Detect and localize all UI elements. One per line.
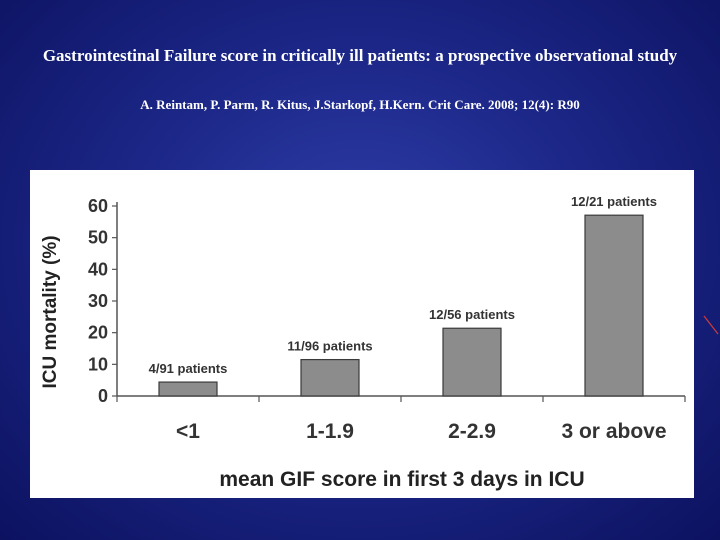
data-label: 12/56 patients (429, 307, 515, 322)
bar (584, 214, 644, 397)
slide-title: Gastrointestinal Failure score in critic… (42, 46, 678, 65)
y-tick-label: 40 (88, 259, 108, 279)
x-axis-label: mean GIF score in first 3 days in ICU (219, 468, 584, 491)
x-tick-labels: <1 1-1.9 2-2.9 3 or above (176, 420, 667, 443)
x-tick-label: 2-2.9 (448, 420, 496, 443)
bar (442, 327, 502, 397)
y-tick-label: 30 (88, 291, 108, 311)
data-labels: 4/91 patients 11/96 patients 12/56 patient… (149, 194, 657, 376)
y-axis-label: ICU mortality (%) (40, 235, 61, 388)
data-label: 12/21 patients (571, 194, 657, 209)
x-tick-label: 1-1.9 (306, 420, 354, 443)
y-tick-labels: 0 10 20 30 40 50 60 (88, 196, 108, 406)
y-tick-label: 50 (88, 228, 108, 248)
bars (158, 214, 644, 397)
bar (300, 358, 360, 397)
x-tick-label: 3 or above (561, 420, 666, 443)
data-label: 4/91 patients (149, 361, 228, 376)
bar-chart: 4/91 patients 11/96 patients 12/56 patient… (40, 194, 686, 491)
chart-panel: 4/91 patients 11/96 patients 12/56 patient… (30, 170, 694, 498)
y-tick-label: 20 (88, 323, 108, 343)
y-tick-label: 0 (98, 386, 108, 406)
bar (158, 381, 218, 397)
data-label: 11/96 patients (287, 339, 372, 354)
y-tick-label: 60 (88, 196, 108, 216)
x-tick-label: <1 (176, 420, 200, 443)
decorative-line (703, 315, 719, 335)
slide-citation: A. Reintam, P. Parm, R. Kitus, J.Starkop… (140, 97, 580, 112)
y-tick-label: 10 (88, 354, 108, 374)
